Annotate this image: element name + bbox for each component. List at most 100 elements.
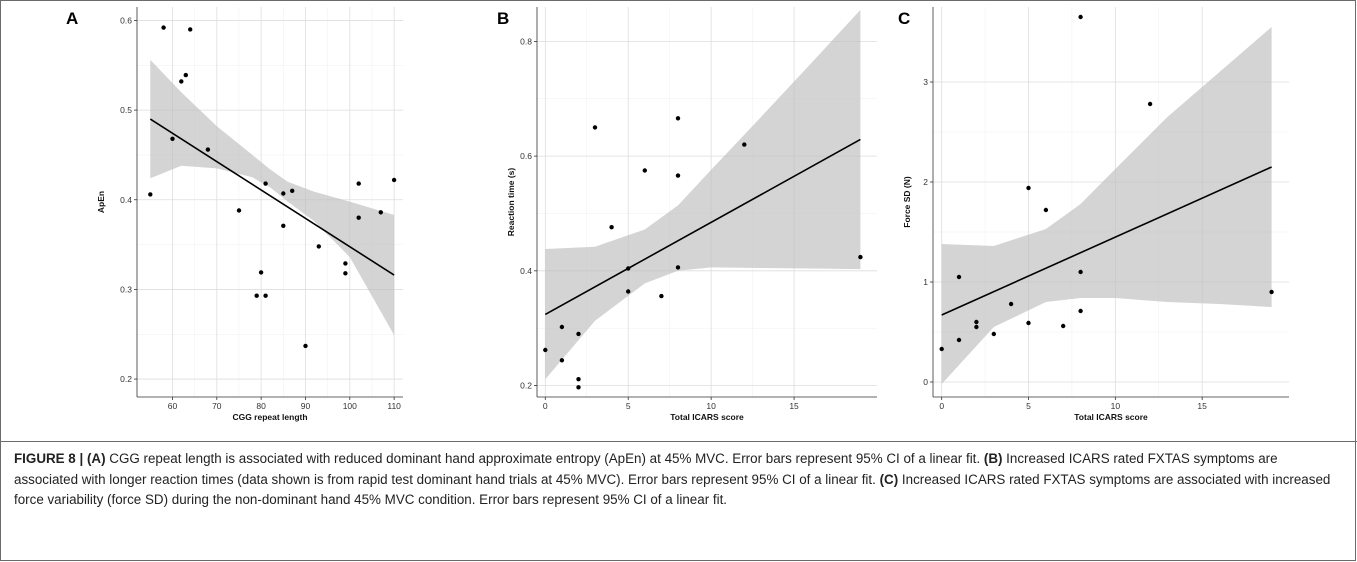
- x-tick-label: 110: [387, 401, 401, 411]
- confidence-band: [545, 9, 861, 380]
- data-point: [205, 147, 211, 152]
- data-point: [559, 358, 565, 363]
- data-point: [576, 377, 581, 382]
- data-point: [956, 337, 962, 343]
- data-point: [356, 181, 361, 186]
- data-point: [1026, 320, 1031, 326]
- x-tick-label: 100: [343, 401, 357, 411]
- y-tick-label: 2: [923, 177, 928, 187]
- y-tick-label: 0.3: [120, 284, 132, 294]
- data-point: [675, 116, 681, 121]
- data-point: [391, 177, 397, 183]
- data-point: [956, 274, 962, 280]
- caption-part-b-label: (B): [983, 451, 1003, 466]
- data-point: [258, 270, 264, 275]
- data-point: [1078, 308, 1083, 314]
- caption-part-c-text: Increased ICARS rated FXTAS symptoms are…: [14, 471, 1331, 508]
- y-tick-label: 3: [923, 77, 928, 87]
- chart-panel-b: 0 5 10 15 0.2 0.4 0.6 0.8 Total ICARS score React…: [497, 7, 877, 422]
- data-point: [263, 293, 268, 298]
- data-point: [263, 181, 268, 186]
- figure-caption: FIGURE 8 | (A) CGG repeat length is asso…: [14, 449, 1344, 511]
- data-point: [316, 244, 321, 249]
- caption-part-c-label: (C): [879, 471, 899, 487]
- x-axis-title: Total ICARS score: [670, 412, 744, 422]
- regression-line: [544, 138, 861, 316]
- data-point: [974, 319, 979, 325]
- y-axis-title: ApEn: [96, 191, 106, 213]
- data-point: [1061, 323, 1066, 329]
- data-point: [1078, 269, 1083, 275]
- panel-label: A: [66, 9, 78, 28]
- data-point: [290, 188, 295, 193]
- x-tick-label: 5: [1026, 401, 1031, 411]
- x-tick-label: 80: [256, 401, 266, 411]
- data-point: [179, 79, 184, 84]
- caption-part-a-text: CGG repeat length is associated with red…: [105, 451, 981, 466]
- chart-panel-c: 0 5 10 15 0 1 2 3 Total ICARS score Force SD (N) C: [898, 7, 1289, 422]
- x-tick-label: 10: [706, 401, 716, 411]
- data-point: [609, 225, 614, 230]
- data-point: [1078, 14, 1083, 20]
- x-axis-title: Total ICARS score: [1074, 412, 1148, 422]
- caption-figure-label: FIGURE 8 |: [14, 451, 84, 466]
- x-tick-label: 10: [1111, 401, 1121, 411]
- x-tick-label: 60: [168, 401, 178, 411]
- data-point: [559, 324, 565, 330]
- x-tick-label: 15: [789, 401, 799, 411]
- data-point: [343, 271, 348, 276]
- data-point: [1043, 207, 1049, 213]
- data-point: [148, 192, 153, 197]
- data-point: [939, 346, 944, 352]
- data-point: [576, 331, 581, 337]
- data-point: [974, 324, 979, 330]
- data-point: [161, 25, 166, 30]
- y-tick-label: 0: [923, 377, 928, 387]
- regression-line: [149, 118, 395, 276]
- y-tick-label: 0.2: [520, 381, 532, 391]
- data-point: [659, 293, 664, 299]
- y-tick-label: 0.8: [520, 36, 532, 46]
- data-point: [626, 289, 631, 294]
- y-tick-label: 1: [923, 277, 928, 287]
- x-tick-label: 5: [626, 401, 631, 411]
- panel-label: C: [898, 9, 910, 28]
- data-point: [675, 173, 681, 178]
- caption-part-a-label: (A): [86, 451, 106, 466]
- data-point: [1026, 185, 1031, 191]
- x-tick-label: 15: [1197, 401, 1207, 411]
- data-point: [378, 210, 383, 215]
- data-point: [1147, 101, 1153, 107]
- data-point: [675, 265, 681, 270]
- data-point: [991, 331, 996, 337]
- data-point: [626, 266, 631, 271]
- grid: [137, 7, 403, 397]
- x-tick-label: 0: [939, 401, 944, 411]
- data-point: [356, 215, 361, 220]
- y-tick-label: 0.5: [120, 105, 132, 115]
- x-tick-label: 90: [301, 401, 311, 411]
- data-point: [303, 343, 308, 349]
- data-point: [343, 261, 348, 266]
- y-tick-label: 0.4: [520, 266, 532, 276]
- data-point: [642, 168, 647, 173]
- y-tick-label: 0.6: [120, 15, 132, 25]
- y-axis-title: Reaction time (s): [506, 168, 516, 237]
- caption-part-b-text: Increased ICARS rated FXTAS symptoms are…: [14, 451, 1278, 487]
- chart-panel-a: 60 70 80 90 100 110 0.2 0.3 0.4 0.5 0.6 CGG repeat …: [66, 7, 403, 422]
- data-point: [254, 293, 259, 298]
- caption-divider: [0, 441, 1357, 442]
- y-tick-label: 0.6: [520, 151, 532, 161]
- figure-plots: 60 70 80 90 100 110 0.2 0.3 0.4 0.5 0.6 CGG repeat …: [66, 7, 1289, 422]
- data-point: [170, 136, 175, 141]
- y-tick-label: 0.2: [120, 374, 132, 384]
- x-tick-label: 70: [212, 401, 222, 411]
- data-point: [183, 72, 188, 78]
- confidence-band: [941, 27, 1272, 384]
- confidence-band: [150, 59, 395, 336]
- y-axis-title: Force SD (N): [902, 176, 912, 228]
- data-point: [742, 142, 747, 147]
- y-tick-label: 0.4: [120, 195, 132, 205]
- data-point: [576, 385, 581, 390]
